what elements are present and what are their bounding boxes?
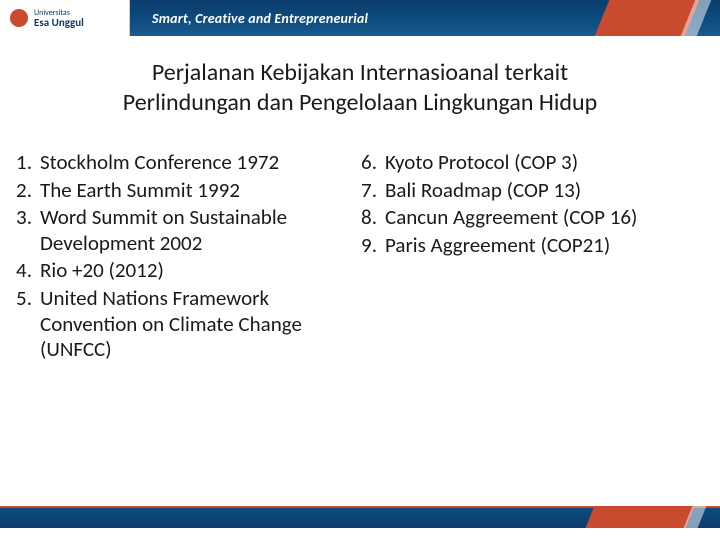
title-line2: Perlindungan dan Pengelolaan Lingkungan … [123,88,597,117]
item-text: United Nations Framework Convention on C… [40,286,355,363]
list-item: 1.Stockholm Conference 1972 [10,150,355,176]
left-column: 1.Stockholm Conference 1972 2.The Earth … [10,150,355,365]
title-heading: Perjalanan Kebijakan Internasioanal terk… [50,58,670,118]
slide-title: Perjalanan Kebijakan Internasioanal terk… [50,58,670,118]
item-text: Bali Roadmap (COP 13) [385,178,700,204]
item-text: Rio +20 (2012) [40,258,355,284]
logo-text: Universitas Esa Unggul [34,9,84,28]
left-list: 1.Stockholm Conference 1972 2.The Earth … [10,150,355,363]
item-number: 8. [355,205,385,231]
content-area: 1.Stockholm Conference 1972 2.The Earth … [0,150,720,365]
list-item: 9.Paris Aggreement (COP21) [355,233,700,259]
list-item: 6. Kyoto Protocol (COP 3) [355,150,700,176]
item-text: Paris Aggreement (COP21) [385,233,700,259]
title-line1: Perjalanan Kebijakan Internasioanal terk… [152,58,568,87]
item-number: 7. [355,178,385,204]
logo-main: Esa Unggul [34,16,84,29]
right-column: 6. Kyoto Protocol (COP 3) 7.Bali Roadmap… [355,150,700,365]
footer-accent-bar [586,506,695,528]
item-text: Cancun Aggreement (COP 16) [385,205,700,231]
list-item: 3.Word Summit on Sustainable Development… [10,205,355,256]
item-text: The Earth Summit 1992 [40,178,355,204]
item-text: Word Summit on Sustainable Development 2… [40,205,355,256]
item-number: 6. [355,150,385,176]
item-number: 9. [355,233,385,259]
item-text: Stockholm Conference 1972 [40,150,355,176]
logo-area: Universitas Esa Unggul [0,0,130,36]
item-number: 4. [10,258,40,284]
list-item: 2.The Earth Summit 1992 [10,178,355,204]
list-item: 7.Bali Roadmap (COP 13) [355,178,700,204]
item-number: 5. [10,286,40,363]
right-list: 6. Kyoto Protocol (COP 3) 7.Bali Roadmap… [355,150,700,258]
header-bar: Universitas Esa Unggul Smart, Creative a… [0,0,720,36]
header-tagline: Smart, Creative and Entrepreneurial [152,10,368,27]
list-item: 4.Rio +20 (2012) [10,258,355,284]
item-number: 1. [10,150,40,176]
list-item: 5.United Nations Framework Convention on… [10,286,355,363]
item-number: 3. [10,205,40,256]
item-text: Kyoto Protocol (COP 3) [385,150,700,176]
logo-icon [10,9,28,27]
item-number: 2. [10,178,40,204]
list-item: 8.Cancun Aggreement (COP 16) [355,205,700,231]
